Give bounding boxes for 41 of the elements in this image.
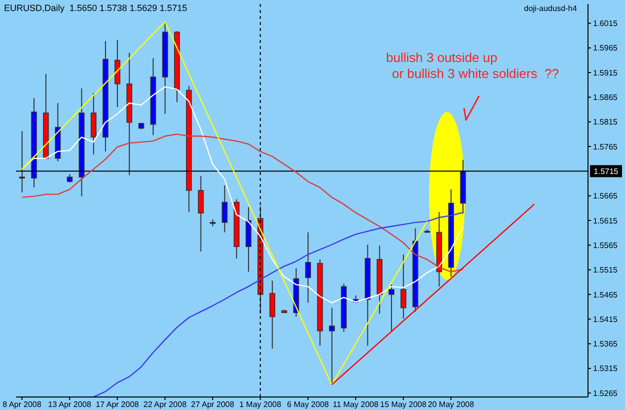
y-tick-label: 1.5415 [593, 314, 618, 324]
y-tick-label: 1.5665 [593, 192, 618, 201]
y-tick-label: 1.5965 [593, 44, 618, 53]
candlestick [269, 280, 276, 350]
x-tick-label: 11 May 2008 [332, 400, 379, 409]
x-tick-label: 20 May 2008 [428, 400, 475, 409]
annotation: doji-audusd-h4 [524, 4, 577, 13]
x-tick-label: 13 Apr 2008 [48, 400, 92, 409]
y-tick-label: 1.5265 [593, 388, 618, 398]
y-tick-label: 1.5365 [593, 340, 618, 349]
x-tick-label: 27 Apr 2008 [191, 400, 235, 409]
line-series [92, 212, 464, 397]
y-tick-label: 1.5465 [593, 290, 618, 300]
y-tick-label: 1.5515 [593, 266, 618, 275]
y-tick-label: 1.5865 [593, 93, 618, 102]
y-tick-label: 1.5815 [593, 118, 618, 127]
candlestick [305, 232, 311, 304]
x-tick-label: 8 Apr 2008 [2, 400, 42, 409]
candlestick [198, 176, 204, 252]
candlestick [114, 39, 120, 108]
y-tick-label: 1.6015 [593, 19, 618, 28]
y-tick-label: 1.5565 [593, 240, 618, 250]
annotation: bullish 3 outside up [386, 50, 498, 65]
y-tick-label: 1.5615 [593, 216, 618, 226]
candlestick [400, 254, 406, 320]
annotation: or bullish 3 white soldiers ?? [392, 66, 559, 81]
y-tick-label: 1.5315 [593, 364, 618, 374]
y-tick-label: 1.5915 [593, 68, 618, 78]
line-series [21, 134, 464, 272]
ref-line-label: 1.5715 [594, 167, 619, 176]
y-tick-label: 1.5765 [593, 142, 618, 152]
chart-title: EURUSD,Daily 1.5650 1.5738 1.5629 1.5715 [4, 3, 188, 13]
x-tick-label: 6 May 2008 [287, 400, 330, 409]
candlestick [222, 184, 228, 233]
x-tick-label: 15 May 2008 [380, 400, 427, 409]
candlestick [329, 307, 335, 386]
x-tick-label: 22 Apr 2008 [143, 400, 188, 409]
candlestick [388, 284, 394, 332]
x-tick-label: 1 May 2008 [239, 400, 282, 409]
line-series [21, 86, 464, 304]
x-tick-label: 17 Apr 2008 [96, 400, 140, 409]
